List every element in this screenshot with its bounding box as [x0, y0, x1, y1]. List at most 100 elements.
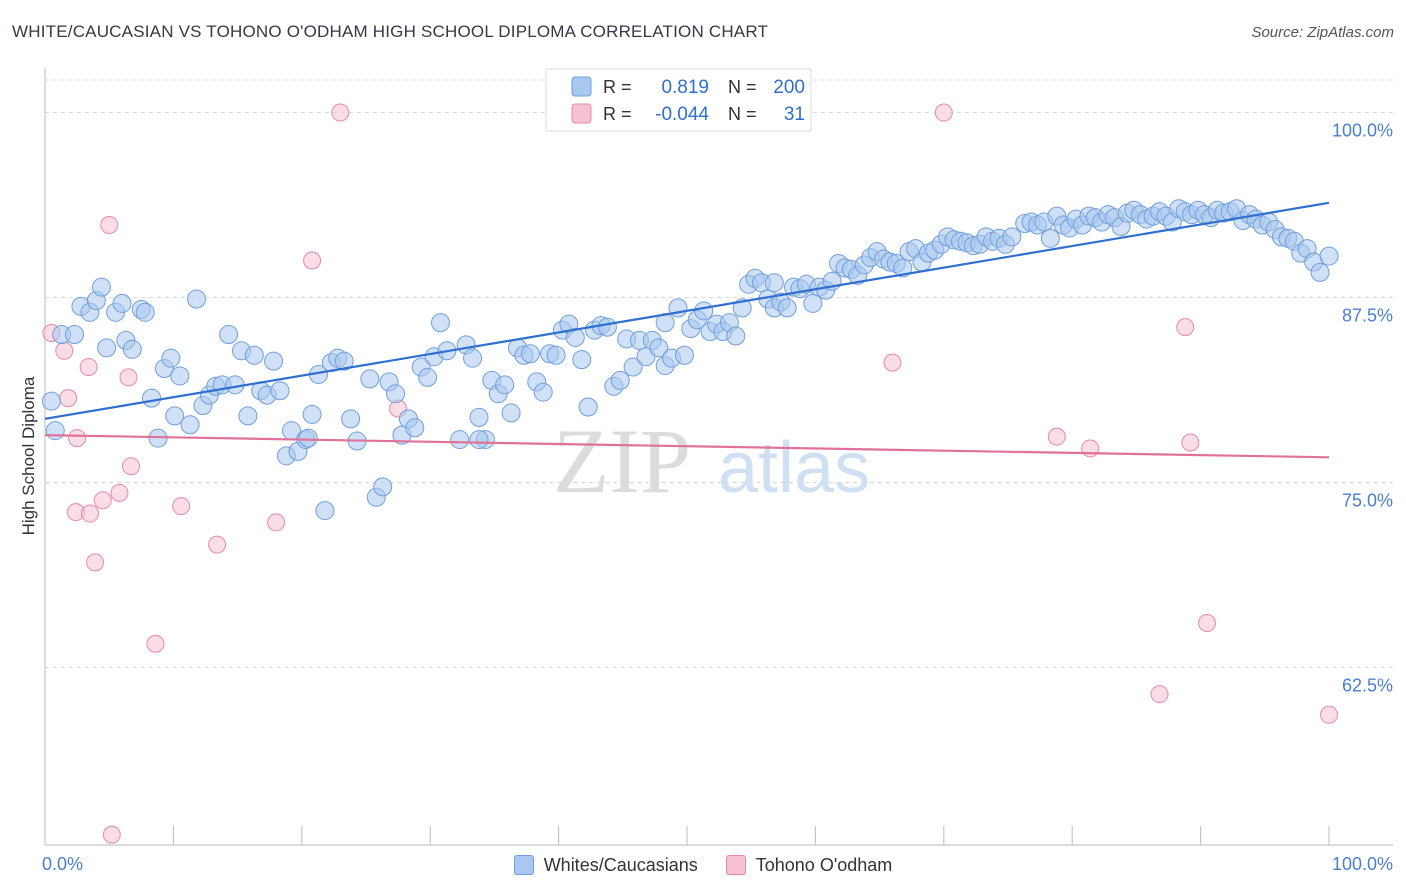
- whites-point: [112, 293, 132, 313]
- whites-point: [520, 344, 540, 364]
- legend-item-whites: Whites/Caucasians: [513, 852, 698, 878]
- whites-point: [533, 382, 553, 402]
- legend-swatch-pink: [571, 103, 592, 124]
- whites-points: [41, 199, 1339, 521]
- y-axis-label: High School Diploma: [19, 376, 38, 535]
- watermark: ZIP atlas: [553, 410, 870, 512]
- tohono-point: [1150, 685, 1169, 704]
- whites-point: [597, 317, 617, 337]
- whites-point: [565, 327, 585, 347]
- chart-title: WHITE/CAUCASIAN VS TOHONO O'ODHAM HIGH S…: [12, 22, 769, 41]
- y-tick-labels: 62.5% 75.0% 87.5% 100.0%: [1332, 121, 1393, 696]
- whites-point: [187, 289, 207, 309]
- whites-point: [469, 407, 489, 427]
- whites-point: [405, 418, 425, 438]
- tohono-point: [55, 341, 74, 360]
- x-tick-label: 100.0%: [1332, 854, 1393, 874]
- whites-point: [777, 298, 797, 318]
- whites-point: [122, 339, 142, 359]
- whites-point: [238, 406, 258, 426]
- tohono-point: [110, 483, 129, 502]
- legend-n-value-2: 31: [784, 104, 805, 125]
- tohono-point: [59, 389, 78, 408]
- tohono-point: [1320, 705, 1338, 724]
- tohono-point: [80, 504, 99, 523]
- whites-point: [418, 367, 438, 387]
- whites-point: [373, 477, 393, 497]
- whites-point: [430, 313, 450, 333]
- whites-point: [893, 258, 913, 278]
- whites-point: [463, 348, 483, 368]
- whites-point: [180, 415, 200, 435]
- legend-r-label-1: R =: [603, 77, 632, 97]
- tohono-point: [1198, 614, 1217, 633]
- tohono-point: [267, 513, 286, 532]
- tohono-point: [303, 251, 322, 270]
- legend-swatch-tohono: [725, 855, 746, 875]
- y-tick-label: 100.0%: [1332, 121, 1393, 141]
- tohono-point: [68, 429, 87, 448]
- tohono-point: [208, 535, 227, 554]
- x-tick-label: 0.0%: [42, 854, 83, 874]
- x-tick-labels: 0.0% 100.0%: [42, 854, 1393, 874]
- whites-point: [97, 338, 117, 358]
- legend-r-value-2: -0.044: [655, 104, 709, 125]
- whites-point: [572, 350, 592, 370]
- tohono-point: [1176, 318, 1195, 337]
- whites-point: [649, 338, 669, 358]
- whites-point: [298, 428, 318, 448]
- whites-point: [694, 301, 714, 321]
- tohono-point: [331, 103, 350, 122]
- watermark-atlas: atlas: [718, 428, 870, 508]
- whites-trend-line: [44, 201, 1330, 420]
- whites-point: [142, 388, 162, 408]
- whites-point: [1319, 246, 1339, 266]
- tohono-point: [1047, 427, 1066, 446]
- whites-point: [360, 369, 380, 389]
- legend-swatch-blue: [571, 76, 592, 97]
- legend-swatch-whites: [513, 855, 534, 875]
- legend-n-value-1: 200: [773, 77, 805, 98]
- tohono-point: [79, 358, 98, 377]
- tohono-point: [93, 491, 112, 510]
- whites-point: [45, 421, 65, 441]
- tohono-point: [86, 553, 105, 572]
- whites-point: [91, 277, 111, 297]
- y-tick-label: 75.0%: [1342, 490, 1393, 510]
- whites-point: [264, 351, 284, 371]
- tohono-point: [883, 353, 902, 372]
- tohono-trend-line: [44, 434, 1330, 459]
- whites-point: [41, 391, 61, 411]
- whites-point: [270, 381, 290, 401]
- whites-point: [1002, 227, 1022, 247]
- whites-point: [623, 357, 643, 377]
- axes: [44, 68, 1393, 846]
- y-tick-label: 62.5%: [1342, 675, 1393, 695]
- legend-top: R = 0.819 N = 200 R = -0.044 N = 31: [545, 68, 812, 132]
- tohono-point: [102, 825, 121, 844]
- tohono-point: [934, 103, 953, 122]
- whites-point: [334, 351, 354, 371]
- whites-point: [495, 375, 515, 395]
- whites-point: [764, 273, 784, 293]
- legend-label-tohono: Tohono O'odham: [755, 854, 893, 875]
- whites-point: [726, 326, 746, 346]
- whites-point: [803, 293, 823, 313]
- legend-label-whites: Whites/Caucasians: [543, 854, 698, 875]
- whites-point: [315, 501, 335, 521]
- gridlines: [45, 79, 1393, 668]
- tohono-point: [1181, 433, 1200, 452]
- whites-point: [501, 403, 521, 423]
- tohono-point: [172, 497, 191, 516]
- whites-point: [578, 397, 598, 417]
- whites-point: [1310, 262, 1330, 282]
- source-label: Source: ZipAtlas.com: [1251, 24, 1394, 41]
- whites-point: [674, 345, 694, 365]
- whites-point: [341, 409, 361, 429]
- whites-point: [1040, 228, 1060, 248]
- whites-point: [170, 366, 190, 386]
- legend-r-label-2: R =: [603, 104, 632, 124]
- legend-r-value-1: 0.819: [661, 77, 709, 98]
- whites-point: [469, 430, 489, 450]
